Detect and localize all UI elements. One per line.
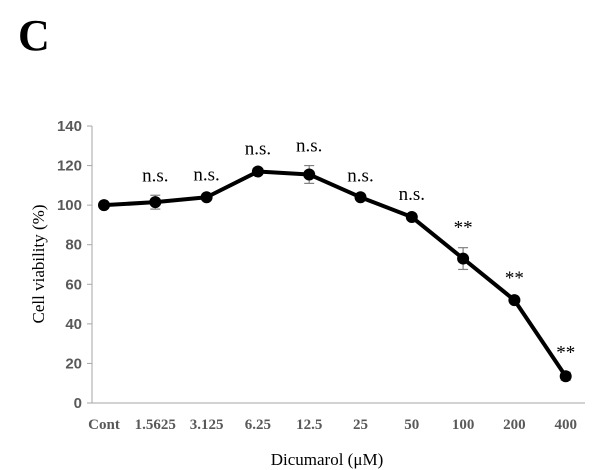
data-point: [457, 252, 470, 265]
data-point: [251, 165, 264, 178]
x-tick-label: 50: [404, 417, 419, 433]
significance-label: **: [505, 268, 524, 289]
significance-label: n.s.: [296, 136, 322, 157]
y-tick-label: 140: [57, 118, 82, 135]
y-tick-label: 20: [65, 355, 82, 372]
x-tick-label: Cont: [88, 417, 120, 433]
y-tick-label: 40: [65, 316, 82, 333]
x-tick-label: 25: [353, 417, 368, 433]
x-axis-title: Dicumarol (μM): [271, 450, 384, 469]
x-tick-label: 1.5625: [135, 417, 176, 433]
x-tick-label: 100: [452, 417, 475, 433]
x-tick-label: 12.5: [296, 417, 322, 433]
y-axis-title: Cell viability (%): [29, 205, 48, 324]
y-tick-label: 0: [74, 395, 82, 412]
data-point: [508, 294, 521, 307]
data-point: [354, 191, 367, 204]
y-tick-label: 120: [57, 158, 82, 175]
x-tick-label: 6.25: [245, 417, 271, 433]
y-tick-label: 60: [65, 276, 82, 293]
x-tick-label: 200: [503, 417, 526, 433]
y-tick-label: 100: [57, 197, 82, 214]
data-point: [98, 199, 110, 212]
data-point: [149, 196, 162, 209]
significance-label: n.s.: [142, 165, 168, 186]
significance-label: n.s.: [193, 164, 219, 185]
series-line: [103, 169, 568, 378]
data-point: [559, 370, 572, 383]
data-point: [303, 168, 316, 181]
significance-label: **: [556, 342, 575, 363]
data-point: [405, 211, 418, 224]
significance-label: **: [454, 218, 473, 239]
significance-label: n.s.: [347, 165, 373, 186]
x-tick-label: 3.125: [190, 417, 224, 433]
panel-label: C: [18, 11, 50, 60]
x-tick-label: 400: [554, 417, 577, 433]
significance-label: n.s.: [245, 139, 271, 160]
data-point: [200, 191, 213, 204]
plot-area: 0 20 40 60 80 100 120 140 Cont 1.5625 3.125 6.25 12.…: [57, 118, 585, 433]
y-tick-label: 80: [65, 237, 82, 254]
significance-label: n.s.: [399, 184, 425, 205]
